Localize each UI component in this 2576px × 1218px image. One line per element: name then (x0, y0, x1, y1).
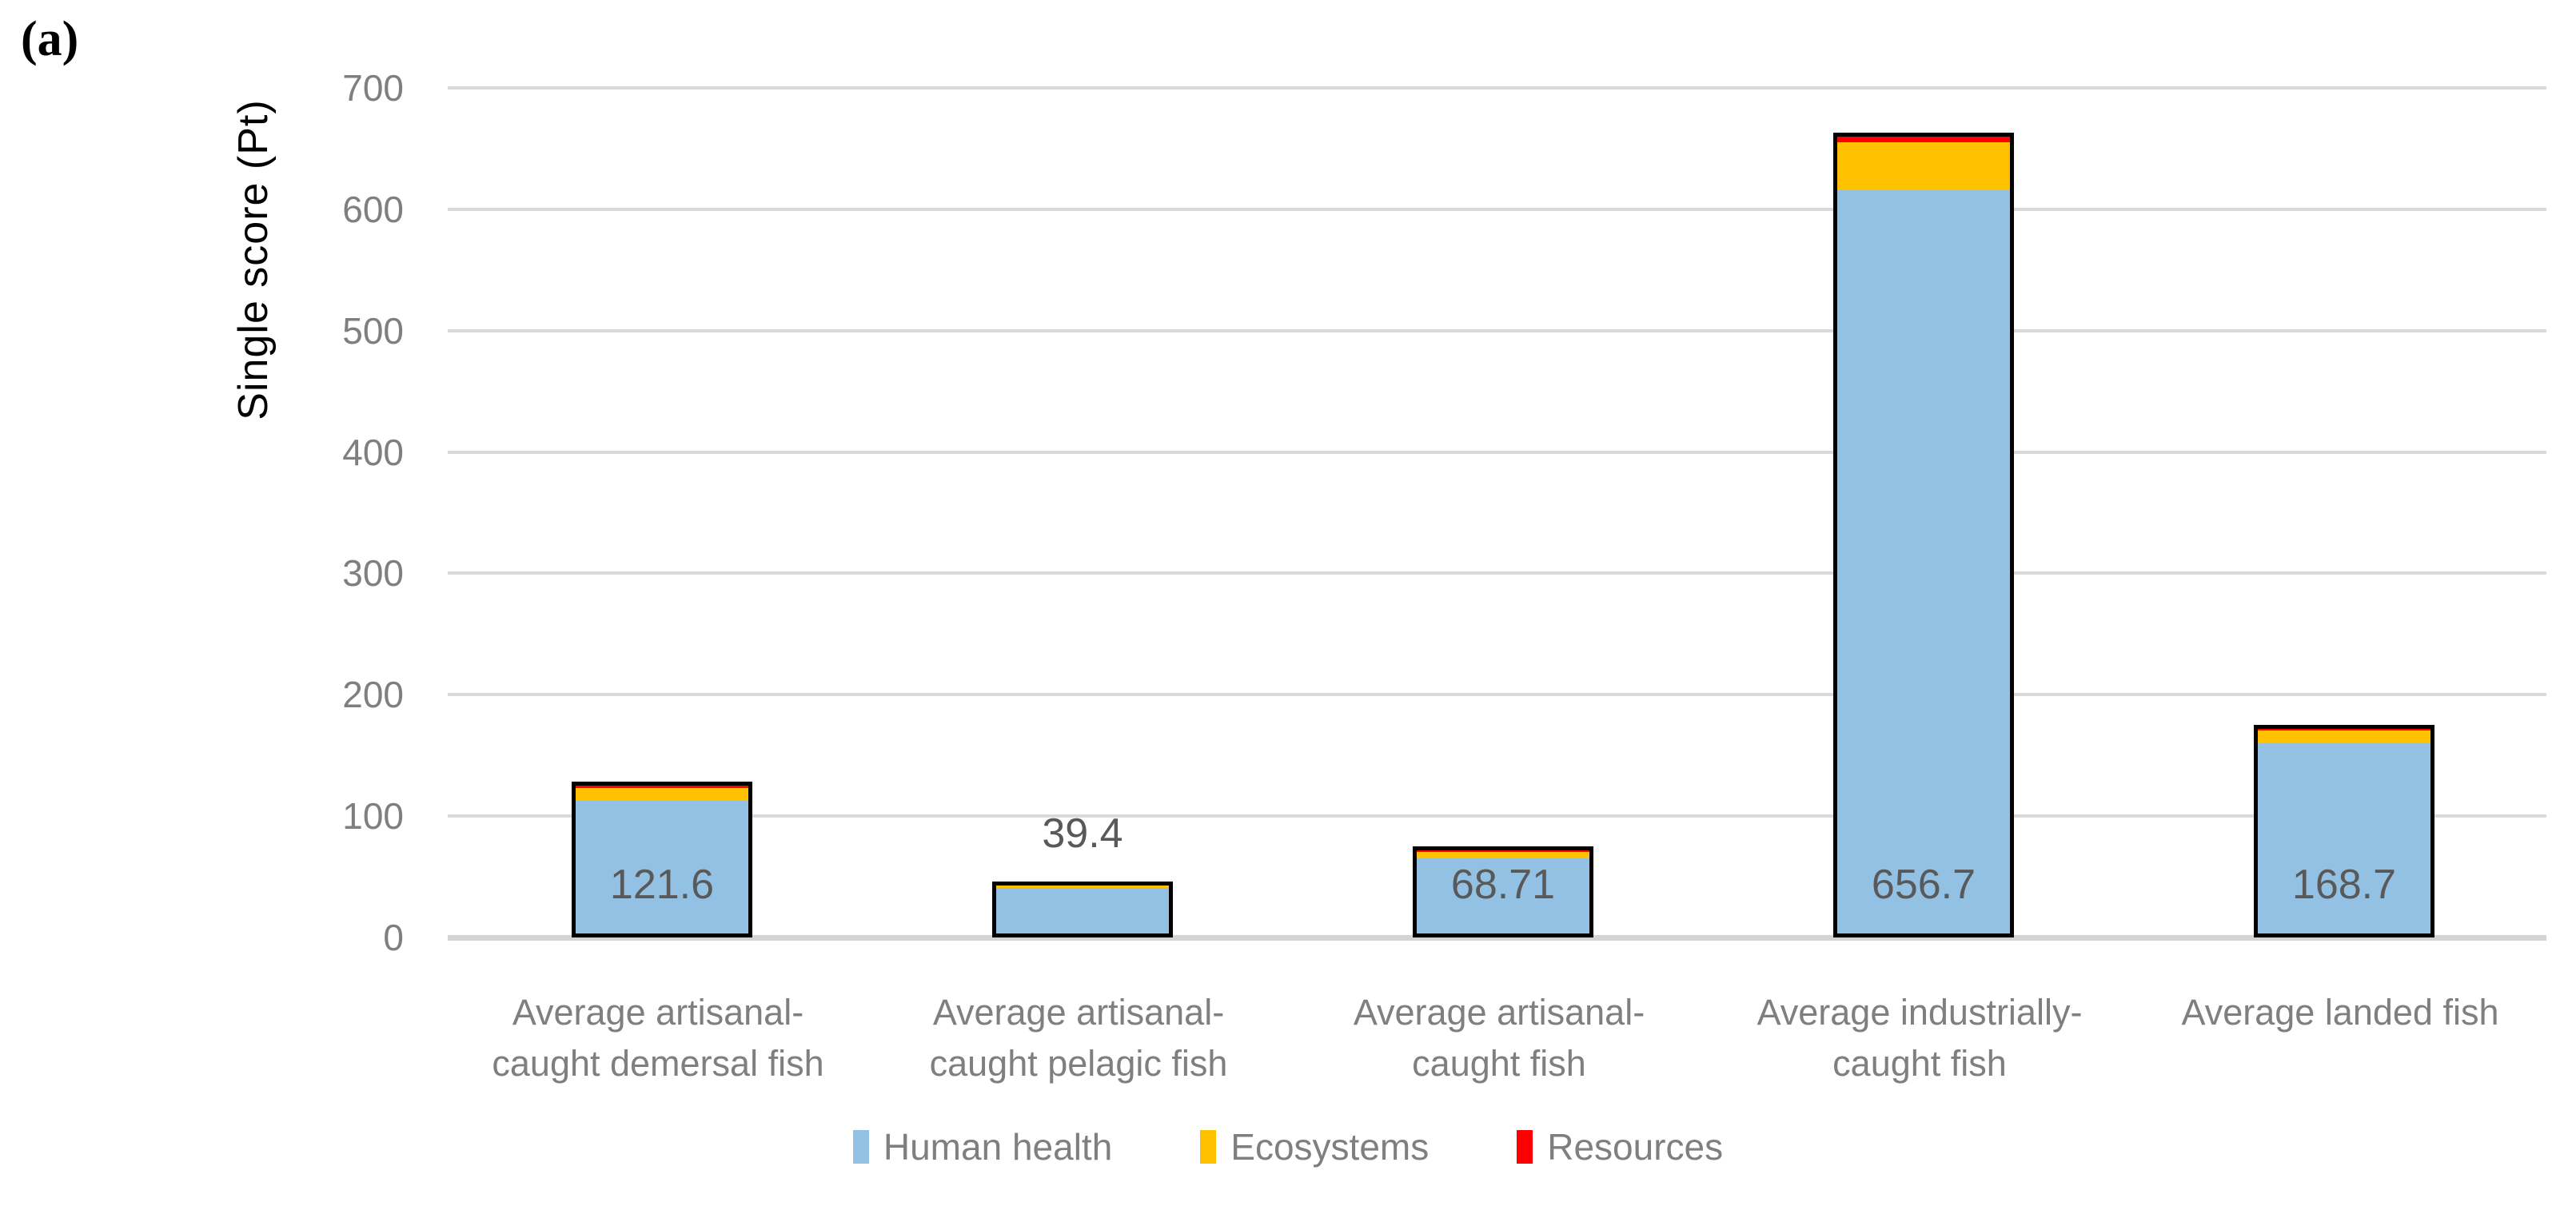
bar-segment-human-health (1417, 858, 1589, 933)
x-axis-category-labels: Average artisanal- caught demersal fish A… (448, 987, 2550, 1107)
bar-segment-human-health (1837, 189, 2010, 933)
y-tick-label: 100 (342, 795, 404, 838)
category-label: Average artisanal- caught fish (1353, 992, 1645, 1084)
category-label: Average landed fish (2181, 992, 2499, 1033)
legend-item-human-health: Human health (852, 1125, 1113, 1168)
bar-data-label: 68.71 (1450, 862, 1556, 908)
bar-segment-resources (1837, 136, 2010, 142)
y-tick-label: 700 (342, 67, 404, 109)
y-tick-label: 400 (342, 431, 404, 473)
stacked-bar (572, 782, 752, 937)
y-tick-label: 500 (342, 309, 404, 352)
panel-label: (a) (21, 12, 79, 66)
stacked-bar (992, 882, 1173, 937)
bar-segment-human-health (996, 888, 1169, 933)
gridline (448, 814, 2546, 818)
gridline (448, 450, 2546, 454)
y-tick-label: 600 (342, 188, 404, 230)
bar-segment-ecosystems (996, 886, 1169, 889)
bar-data-label: 39.4 (1042, 810, 1123, 858)
legend-swatch-icon (1517, 1130, 1533, 1164)
stacked-bar (2254, 724, 2434, 937)
bar-segment-ecosystems (1837, 141, 2010, 190)
bar-segment-ecosystems (2258, 730, 2430, 743)
legend-label: Human health (883, 1126, 1113, 1168)
bar-segment-ecosystems (576, 787, 748, 802)
x-axis-line (448, 935, 2546, 941)
bar-segment-resources (2258, 728, 2430, 730)
bar-data-label: 656.7 (1871, 862, 1976, 908)
y-tick-label: 200 (342, 674, 404, 716)
legend: Human health Ecosystems Resources (0, 1125, 2576, 1168)
stacked-bar (1833, 132, 2014, 937)
bar-data-label: 168.7 (2291, 862, 2397, 908)
category-label: Average artisanal- caught demersal fish (492, 992, 824, 1084)
gridline (448, 328, 2546, 332)
y-tick-label: 0 (383, 917, 404, 958)
bar-segment-resources (576, 786, 748, 788)
gridline (448, 86, 2546, 90)
legend-label: Ecosystems (1230, 1126, 1430, 1168)
legend-item-ecosystems: Ecosystems (1200, 1125, 1429, 1168)
legend-swatch-icon (1200, 1130, 1217, 1164)
category-label: Average industrially- caught fish (1757, 992, 2083, 1084)
bar-segment-resources (1417, 850, 1589, 852)
gridline (448, 207, 2546, 211)
gridline (448, 693, 2546, 697)
legend-item-resources: Resources (1517, 1125, 1723, 1168)
plot-area: 121.6 39.4 68.71 656.7 168.7 (448, 86, 2550, 941)
y-tick-label: 300 (342, 552, 404, 595)
category-label: Average artisanal- caught pelagic fish (929, 992, 1228, 1084)
gridline (448, 571, 2546, 575)
bar-segment-human-health (576, 801, 748, 933)
bar-segment-ecosystems (1417, 851, 1589, 858)
legend-swatch-icon (852, 1130, 869, 1164)
bar-data-label: 121.6 (609, 862, 715, 908)
stacked-bar (1413, 846, 1593, 937)
bar-segment-human-health (2258, 742, 2430, 933)
legend-label: Resources (1547, 1126, 1724, 1168)
y-axis-tick-labels: 700 600 500 400 300 200 100 0 (0, 67, 404, 958)
